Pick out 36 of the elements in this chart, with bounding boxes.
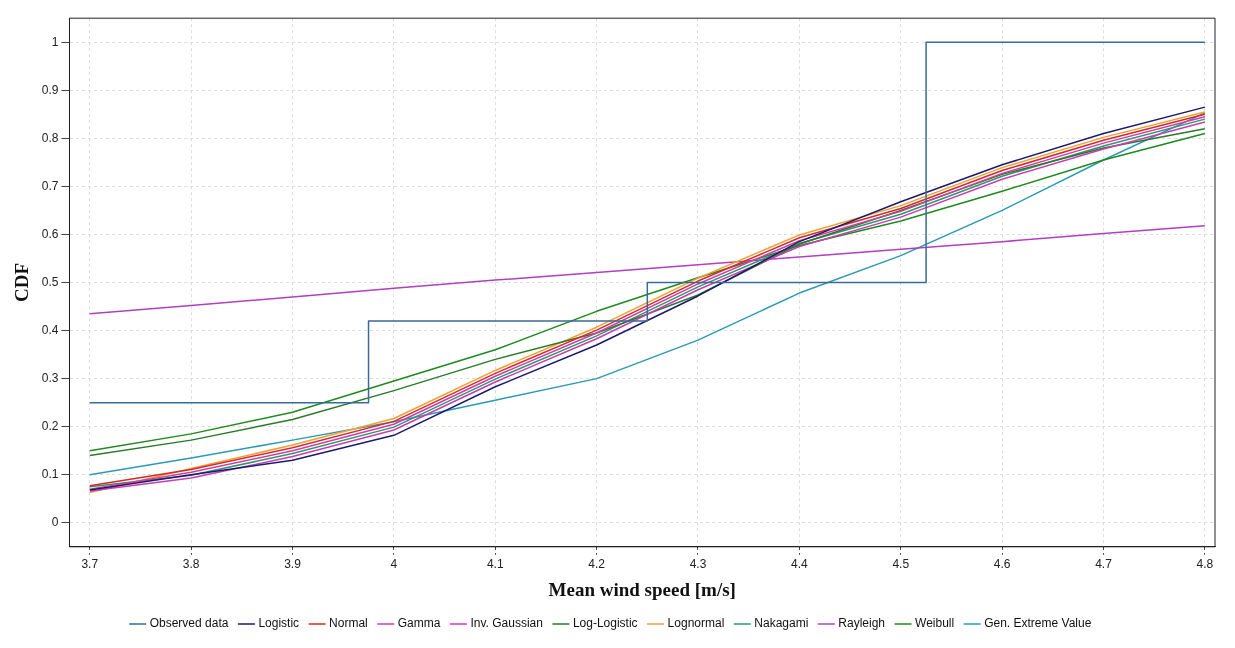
x-tick-label: 3.8 xyxy=(182,557,200,572)
x-tick-label: 4.2 xyxy=(588,557,606,572)
legend-label: Observed data xyxy=(149,616,229,631)
y-tick-label: 0.8 xyxy=(41,130,59,145)
x-tick-label: 3.7 xyxy=(81,557,99,572)
x-tick-label: 4.8 xyxy=(1196,557,1214,572)
legend-label: Logistic xyxy=(258,616,300,631)
y-tick-label: 1 xyxy=(51,34,59,49)
y-tick-label: 0.2 xyxy=(41,418,59,433)
legend-label: Nakagami xyxy=(754,616,809,631)
y-tick-label: 0.7 xyxy=(41,178,59,193)
x-axis-title: Mean wind speed [m/s] xyxy=(548,578,736,600)
legend-label: Log-Logistic xyxy=(572,616,638,631)
y-tick-label: 0.4 xyxy=(41,322,59,337)
y-tick-label: 0 xyxy=(51,515,59,530)
legend-label: Weibull xyxy=(915,616,955,631)
legend-label: Lognormal xyxy=(667,616,725,631)
y-tick-label: 0.3 xyxy=(41,370,59,385)
y-tick-label: 0.9 xyxy=(41,82,59,97)
y-tick-label: 0.1 xyxy=(41,467,59,482)
x-tick-label: 4.4 xyxy=(791,557,809,572)
x-tick-label: 4 xyxy=(390,557,398,572)
legend-label: Rayleigh xyxy=(838,616,886,631)
x-tick-label: 4.5 xyxy=(892,557,910,572)
legend-label: Gamma xyxy=(397,616,441,631)
y-axis-title: CDF xyxy=(11,262,33,303)
legend-label: Normal xyxy=(329,616,368,631)
legend-label: Gen. Extreme Value xyxy=(984,616,1092,631)
x-tick-label: 4.7 xyxy=(1095,557,1113,572)
x-tick-label: 4.1 xyxy=(486,557,504,572)
x-tick-label: 3.9 xyxy=(284,557,302,572)
y-tick-label: 0.5 xyxy=(41,274,59,289)
legend-label: Inv. Gaussian xyxy=(470,616,543,631)
x-tick-label: 4.6 xyxy=(993,557,1011,572)
x-tick-label: 4.3 xyxy=(689,557,707,572)
y-tick-label: 0.6 xyxy=(41,226,59,241)
